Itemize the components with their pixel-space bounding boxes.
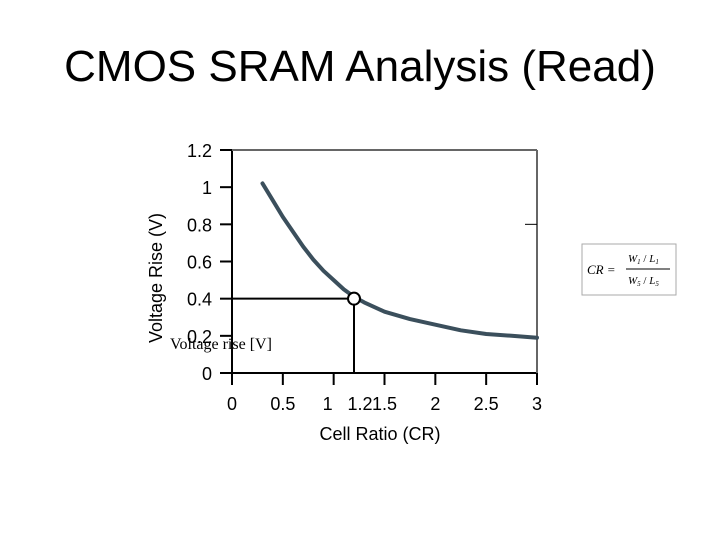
- x-ticks: 0 0.5 1 1.2 1.5 2 2.5 3: [227, 373, 542, 414]
- y-tick-label: 0.6: [187, 253, 212, 273]
- x-tick-label: 1.5: [372, 394, 397, 414]
- y-tick-label: 1: [202, 178, 212, 198]
- y-ticks: 0 0.2 0.4 0.6 0.8 1 1.2: [187, 141, 537, 384]
- x-tick-label: 0: [227, 394, 237, 414]
- x-tick-label: 3: [532, 394, 542, 414]
- cell-ratio-formula: CR = W1 / L1 W5 / L5: [581, 243, 677, 296]
- formula-denominator: W5 / L5: [628, 275, 659, 288]
- x-tick-label: 2: [430, 394, 440, 414]
- y-tick-label: 0: [202, 364, 212, 384]
- curve-layer: [232, 181, 539, 373]
- inner-voltage-label: Voltage rise [V]: [170, 336, 272, 353]
- formula-lhs: CR =: [587, 262, 615, 277]
- y-tick-label: 0.8: [187, 215, 212, 235]
- x-axis-label: Cell Ratio (CR): [319, 424, 440, 444]
- slide-title: CMOS SRAM Analysis (Read): [64, 42, 656, 91]
- x-tick-label: 1.2: [347, 394, 372, 414]
- formula-numerator: W1 / L1: [628, 253, 659, 266]
- voltage-rise-curve: [260, 181, 539, 340]
- y-axis-label: Voltage Rise (V): [146, 213, 166, 343]
- x-tick-label: 1: [323, 394, 333, 414]
- x-tick-label: 0.5: [270, 394, 295, 414]
- y-tick-label: 0.2: [187, 327, 212, 347]
- highlight-point: [347, 291, 361, 306]
- y-tick-label: 1.2: [187, 141, 212, 161]
- y-tick-label: 0.4: [187, 290, 212, 310]
- x-tick-label: 2.5: [474, 394, 499, 414]
